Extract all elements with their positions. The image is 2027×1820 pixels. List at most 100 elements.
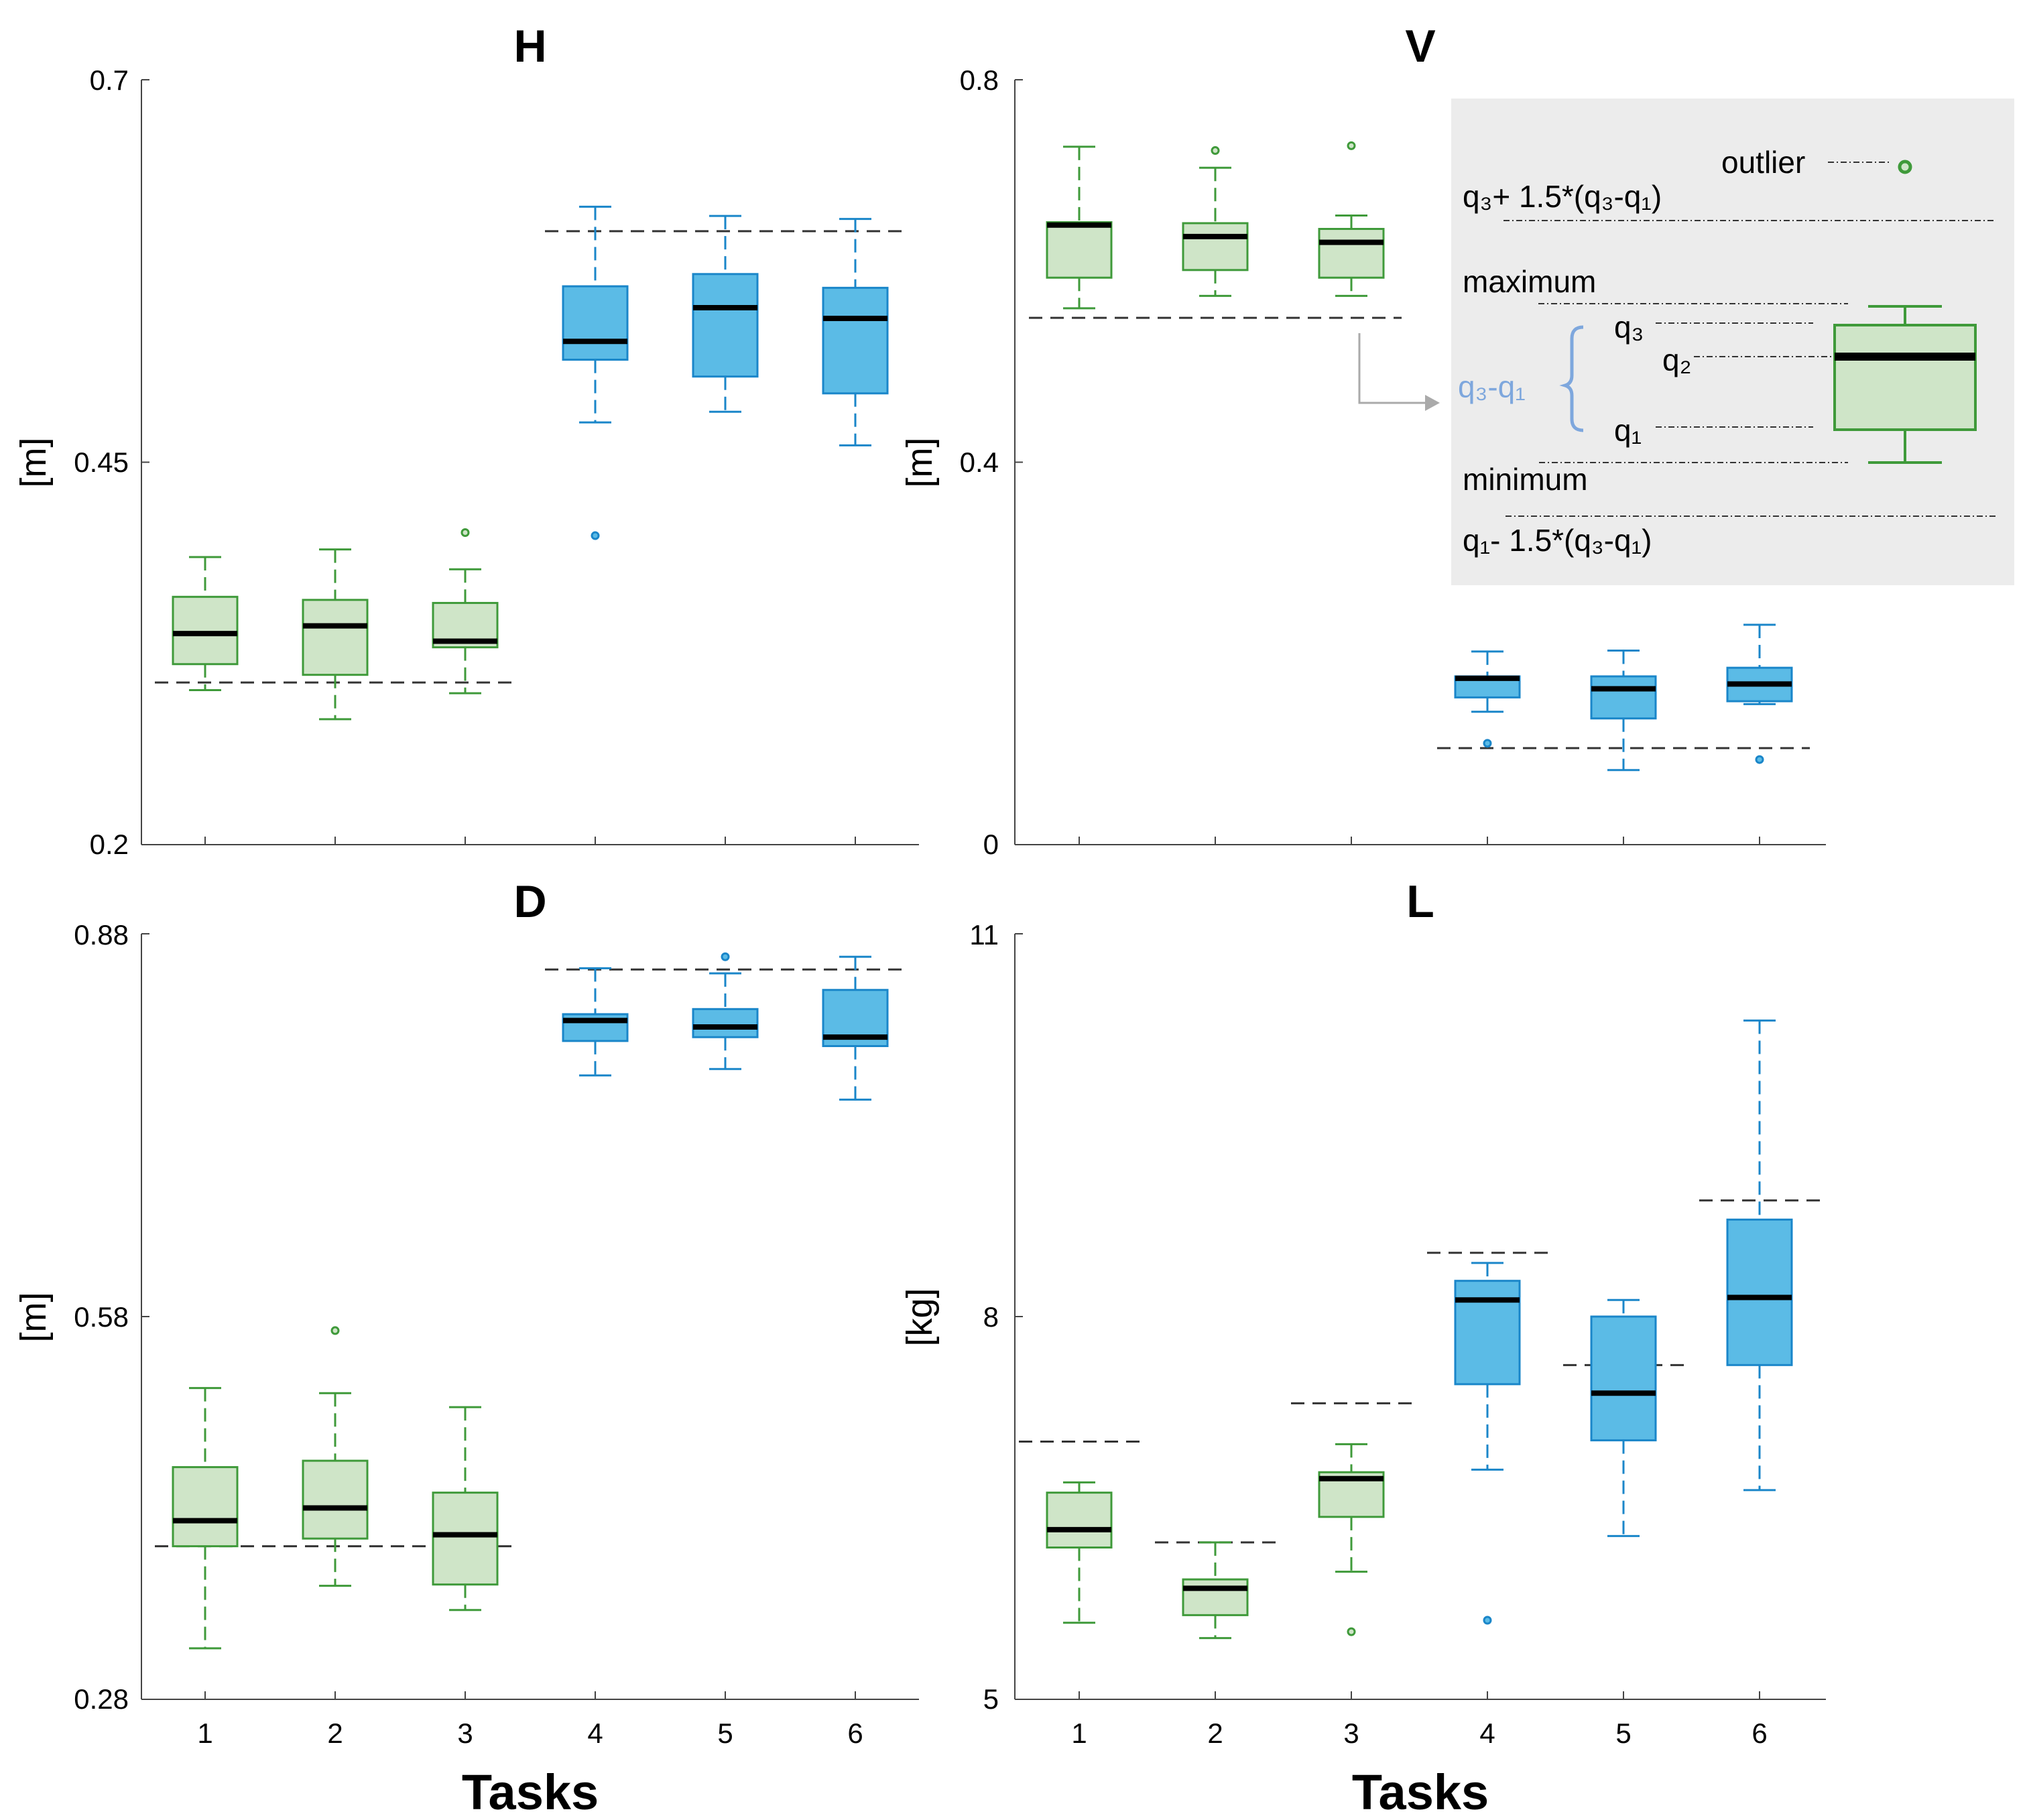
box-iqr — [1726, 1218, 1793, 1366]
panel-d: D [m] 0.28 0.58 0.88 1 2 3 4 5 6 Tasks — [13, 876, 919, 1820]
box-task-2 — [302, 1326, 369, 1587]
box-iqr — [822, 286, 889, 395]
panel-d-xtick-5: 5 — [717, 1717, 733, 1749]
box-task-2 — [302, 548, 369, 721]
panel-l-xtick-5: 5 — [1615, 1717, 1631, 1749]
panel-h-ylabel: [m] — [13, 438, 54, 488]
legend-pointer-arrowhead — [1425, 395, 1440, 411]
panel-h: H [m] 0.2 0.45 0.7 — [13, 21, 919, 860]
legend-example-box — [1833, 324, 1977, 431]
panel-v-ylabel: [m] — [900, 438, 940, 488]
panel-l-xtick-1: 1 — [1071, 1717, 1087, 1749]
panel-d-xtick-4: 4 — [587, 1717, 603, 1749]
box-iqr — [1590, 675, 1657, 720]
box-iqr — [432, 1492, 499, 1586]
box-task-1 — [172, 1387, 239, 1650]
box-task-3 — [432, 528, 499, 694]
panel-d-ytick-high: 0.88 — [74, 919, 129, 951]
legend-minimum-label: minimum — [1463, 462, 1588, 497]
outlier-point — [721, 952, 730, 961]
legend-q2-label: q₂ — [1662, 343, 1691, 377]
outlier-point — [1755, 755, 1764, 764]
box-task-2 — [1182, 146, 1249, 297]
box-iqr — [1590, 1315, 1657, 1442]
panel-l-xtick-4: 4 — [1479, 1717, 1495, 1749]
panel-d-xlabel: Tasks — [462, 1764, 599, 1820]
legend-lower-fence-label: q₁- 1.5*(q₃-q₁) — [1463, 523, 1652, 558]
box-iqr — [1182, 222, 1249, 271]
panel-d-title: D — [513, 876, 546, 927]
box-task-3 — [432, 1406, 499, 1612]
box-task-4 — [562, 967, 629, 1077]
box-task-1 — [1046, 145, 1113, 310]
panel-d-marks — [141, 933, 919, 1700]
panel-v-ytick-high: 0.8 — [960, 64, 999, 96]
outlier-point — [1483, 1616, 1492, 1625]
panel-v: V [m] 0 0.4 0.8 — [900, 21, 1826, 860]
box-iqr — [1318, 227, 1385, 279]
panel-h-ytick-low: 0.2 — [90, 829, 129, 860]
panel-l-ytick-mid: 8 — [983, 1301, 999, 1333]
box-task-4 — [1454, 650, 1521, 748]
panel-v-ytick-mid: 0.4 — [960, 446, 999, 478]
panel-h-title: H — [513, 21, 546, 72]
panel-l-xtick-6: 6 — [1752, 1717, 1767, 1749]
box-iqr — [692, 273, 759, 378]
panel-h-marks — [141, 79, 919, 845]
outlier-point — [591, 531, 600, 540]
legend-upper-fence-label: q₃+ 1.5*(q₃-q₁) — [1463, 179, 1662, 214]
panel-h-ytick-high: 0.7 — [90, 64, 129, 96]
outlier-point — [1347, 141, 1356, 150]
box-task-1 — [172, 556, 239, 692]
panel-l-xtick-3: 3 — [1343, 1717, 1359, 1749]
panel-v-marks — [1014, 79, 1826, 845]
box-iqr — [302, 1459, 369, 1540]
panel-l-ytick-high: 11 — [969, 919, 999, 951]
box-task-5 — [1590, 1298, 1657, 1537]
panel-d-ylabel: [m] — [13, 1292, 54, 1343]
legend-q1-label: q₁ — [1614, 413, 1642, 448]
panel-l-marks — [1014, 933, 1826, 1700]
panel-l-title: L — [1406, 876, 1434, 927]
box-task-4 — [562, 205, 629, 540]
panel-l-xlabel: Tasks — [1352, 1764, 1489, 1820]
legend-iqr-brace — [1559, 325, 1584, 432]
box-iqr — [302, 599, 369, 676]
outlier-point — [1483, 739, 1492, 748]
box-iqr — [172, 595, 239, 666]
panel-d-xtick-3: 3 — [457, 1717, 473, 1749]
box-task-6 — [822, 218, 889, 446]
box-task-1 — [1046, 1481, 1113, 1624]
legend-q3-label: q₃ — [1614, 310, 1644, 345]
panel-d-xtick-1: 1 — [197, 1717, 212, 1749]
panel-v-title: V — [1405, 21, 1435, 72]
boxplot-legend: outlier q₃+ 1.5*(q₃-q₁) maximum q₃ q₂ q₃… — [1358, 99, 2014, 585]
legend-outlier-label: outlier — [1721, 145, 1805, 180]
box-iqr — [172, 1466, 239, 1548]
box-task-5 — [692, 215, 759, 413]
box-iqr — [1046, 221, 1113, 279]
outlier-point — [1211, 146, 1220, 156]
box-task-6 — [822, 955, 889, 1101]
outlier-point — [330, 1326, 340, 1335]
legend-pointer-arrow — [1358, 333, 1429, 404]
panel-l-xtick-2: 2 — [1207, 1717, 1223, 1749]
box-task-5 — [1590, 649, 1657, 772]
box-iqr — [562, 285, 629, 361]
legend-maximum-label: maximum — [1463, 264, 1596, 299]
box-task-6 — [1726, 623, 1793, 764]
legend-iqr-label: q₃-q₁ — [1458, 369, 1526, 404]
box-task-5 — [692, 952, 759, 1071]
panel-d-ytick-mid: 0.58 — [74, 1301, 129, 1333]
box-task-3 — [1318, 141, 1385, 297]
box-iqr — [1046, 1492, 1113, 1549]
legend-outlier-marker — [1898, 160, 1912, 174]
panel-h-ytick-mid: 0.45 — [74, 446, 129, 478]
outlier-point — [1347, 1627, 1356, 1636]
panel-l: L [kg] 5 8 11 1 2 3 4 5 6 Tasks — [900, 876, 1826, 1820]
outlier-point — [460, 528, 470, 537]
panel-d-xtick-2: 2 — [327, 1717, 343, 1749]
box-task-3 — [1318, 1443, 1385, 1636]
panel-d-ytick-low: 0.28 — [74, 1683, 129, 1715]
